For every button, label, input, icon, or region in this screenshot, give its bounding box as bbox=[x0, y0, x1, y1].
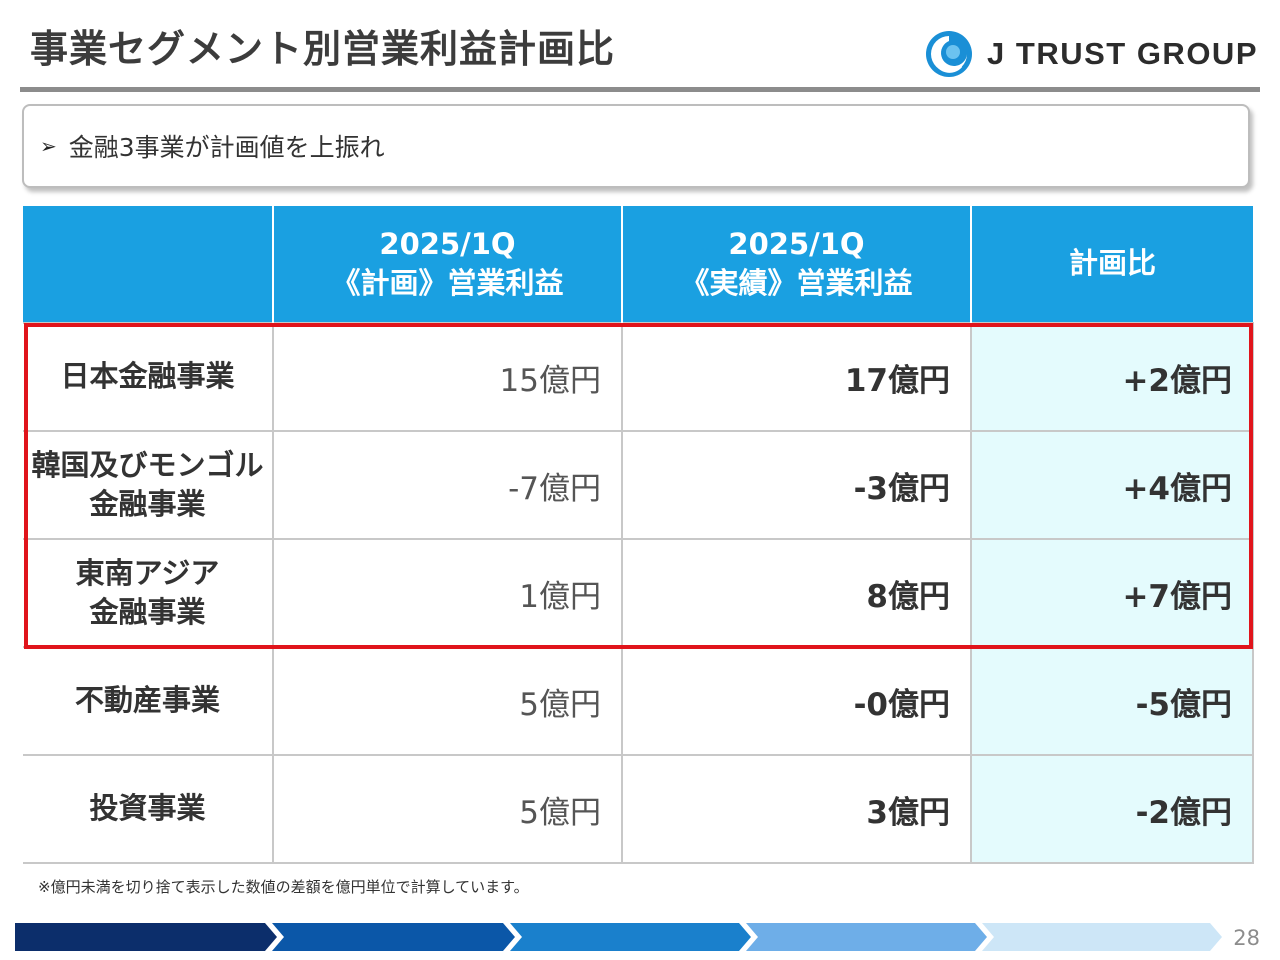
title-divider bbox=[20, 87, 1260, 92]
swirl-logo-icon bbox=[926, 31, 973, 77]
header-plan: 2025/1Q 《計画》営業利益 bbox=[272, 206, 622, 323]
chevron-segment-4 bbox=[746, 923, 987, 951]
table-header-row: 2025/1Q 《計画》営業利益 2025/1Q 《実績》営業利益 計画比 bbox=[23, 206, 1253, 323]
plan-value: -7億円 bbox=[272, 430, 622, 539]
table-row: 不動産事業 5億円 -0億円 -5億円 bbox=[23, 646, 1254, 755]
table-row: 日本金融事業 15億円 17億円 +2億円 bbox=[23, 322, 1254, 431]
segment-label: 東南アジア 金融事業 bbox=[23, 538, 273, 647]
arrow-bullet-icon: ➢ bbox=[40, 134, 57, 158]
summary-callout: ➢ 金融3事業が計画値を上振れ bbox=[22, 104, 1250, 188]
plan-value: 5億円 bbox=[272, 646, 622, 755]
header-actual-period: 2025/1Q bbox=[728, 226, 865, 261]
ratio-value: +4億円 bbox=[970, 430, 1254, 539]
plan-value: 15億円 bbox=[272, 322, 622, 431]
segment-label-line2: 金融事業 bbox=[89, 487, 206, 521]
header-segment bbox=[23, 206, 273, 323]
actual-value: -3億円 bbox=[621, 430, 971, 539]
segment-label-line2: 金融事業 bbox=[89, 595, 206, 629]
page-title: 事業セグメント別営業利益計画比 bbox=[30, 27, 616, 71]
logo-text: J TRUST GROUP bbox=[987, 36, 1258, 71]
segment-label: 日本金融事業 bbox=[23, 322, 273, 431]
chevron-segment-5 bbox=[982, 923, 1222, 951]
header-actual: 2025/1Q 《実績》営業利益 bbox=[621, 206, 971, 323]
chevron-segment-1 bbox=[15, 923, 277, 951]
page-number: 28 bbox=[1233, 926, 1260, 950]
ratio-value: +2億円 bbox=[970, 322, 1254, 431]
ratio-value: -2億円 bbox=[970, 754, 1254, 864]
summary-text: 金融3事業が計画値を上振れ bbox=[68, 133, 385, 162]
segment-profit-table: 2025/1Q 《計画》営業利益 2025/1Q 《実績》営業利益 計画比 日本… bbox=[23, 206, 1254, 864]
company-logo: J TRUST GROUP bbox=[925, 30, 1258, 78]
segment-label-line1: 東南アジア bbox=[75, 555, 220, 590]
header-plan-label: 《計画》営業利益 bbox=[331, 266, 564, 300]
actual-value: -0億円 bbox=[621, 646, 971, 755]
segment-label: 韓国及びモンゴル 金融事業 bbox=[23, 430, 273, 539]
segment-label: 投資事業 bbox=[23, 754, 273, 864]
ratio-value: +7億円 bbox=[970, 538, 1254, 647]
plan-value: 5億円 bbox=[272, 754, 622, 864]
footnote: ※億円未満を切り捨て表示した数値の差額を億円単位で計算しています。 bbox=[38, 878, 529, 896]
table-row: 東南アジア 金融事業 1億円 8億円 +7億円 bbox=[23, 538, 1254, 647]
plan-value: 1億円 bbox=[272, 538, 622, 647]
actual-value: 3億円 bbox=[621, 754, 971, 864]
actual-value: 8億円 bbox=[621, 538, 971, 647]
header-ratio-label: 計画比 bbox=[1068, 246, 1156, 281]
table-row: 韓国及びモンゴル 金融事業 -7億円 -3億円 +4億円 bbox=[23, 430, 1254, 539]
ratio-value: -5億円 bbox=[970, 646, 1254, 755]
segment-label-line1: 日本金融事業 bbox=[60, 359, 235, 394]
segment-label: 不動産事業 bbox=[23, 646, 273, 755]
header-plan-period: 2025/1Q bbox=[379, 226, 516, 261]
actual-value: 17億円 bbox=[621, 322, 971, 431]
progress-chevron-bar bbox=[15, 923, 1222, 951]
header-actual-label: 《実績》営業利益 bbox=[680, 266, 913, 300]
table-row: 投資事業 5億円 3億円 -2億円 bbox=[23, 754, 1254, 864]
header-ratio: 計画比 bbox=[970, 206, 1253, 323]
chevron-segment-2 bbox=[272, 923, 515, 951]
segment-label-line1: 投資事業 bbox=[89, 791, 206, 826]
segment-label-line1: 不動産事業 bbox=[74, 683, 220, 718]
chevron-segment-3 bbox=[510, 923, 751, 951]
segment-label-line1: 韓国及びモンゴル bbox=[31, 447, 264, 482]
